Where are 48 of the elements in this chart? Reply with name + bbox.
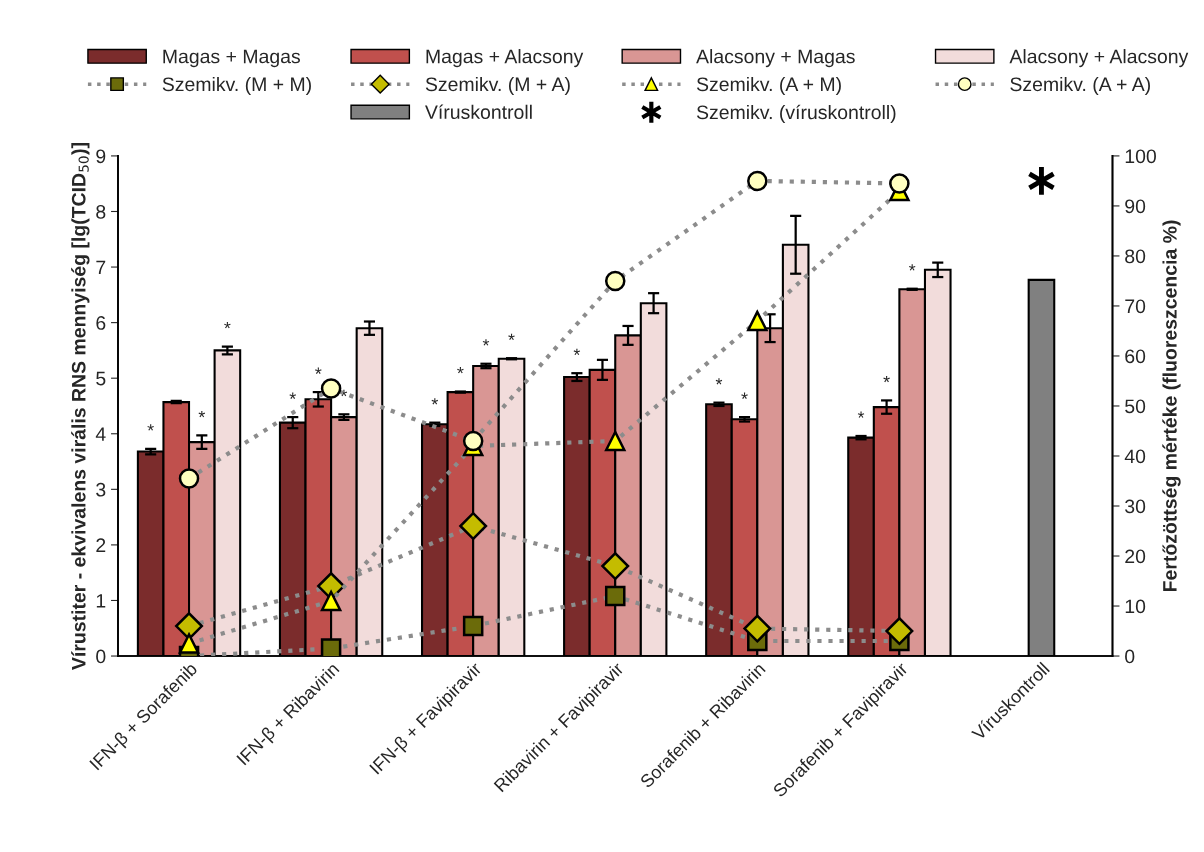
y-tick-label: 9 (96, 149, 106, 164)
data-label: * (883, 375, 890, 383)
data-label: * (289, 392, 296, 399)
data-label: * (857, 411, 865, 418)
legend-label: Alacsony + Alacsony (1009, 49, 1189, 68)
y-axis-title: Vírustiter - ekvivalens virális RNS mennyiség [lg(TCID$_{50}$)] (71, 143, 90, 670)
data-label: * (573, 348, 581, 356)
y-tick-label: 0 (96, 649, 106, 664)
data-label: * (315, 367, 322, 374)
legend-label: Szemikv. (A + M) (696, 76, 841, 95)
data-label: * (482, 339, 490, 346)
data-label: * (198, 410, 206, 418)
y-tick-label: 5 (96, 371, 106, 386)
data-label: * (715, 378, 723, 385)
legend-label: Magas + Alacsony (426, 49, 584, 68)
y-tick-label: 1 (96, 594, 106, 608)
y2-tick-label: 80 (1125, 249, 1146, 264)
data-label: * (457, 367, 464, 374)
legend-label: Szemikv. (víruskontroll) (696, 104, 896, 124)
y-tick-label: 6 (96, 316, 106, 330)
y-tick-label: 3 (96, 482, 106, 497)
y2-axis-title: Fertőzöttség mértéke (fluoreszcencia %) (1162, 220, 1181, 592)
y2-tick-label: 60 (1125, 349, 1146, 364)
data-label: * (431, 398, 439, 405)
data-label: * (147, 424, 154, 431)
y2-tick-label: 10 (1125, 599, 1146, 614)
data-label: * (741, 392, 748, 399)
data-label: * (908, 264, 916, 271)
legend-label: Víruskontroll (425, 104, 532, 120)
y-tick-label: 8 (96, 204, 106, 219)
legend-label: Alacsony + Magas (696, 49, 855, 68)
y2-tick-label: 100 (1125, 149, 1156, 164)
y-tick-label: 2 (96, 538, 106, 552)
legend-label: Szemikv. (M + A) (425, 76, 570, 95)
y-tick-label: 7 (96, 260, 106, 275)
legend-label: Szemikv. (M + M) (162, 76, 311, 95)
y2-tick-label: 90 (1125, 199, 1146, 214)
y2-tick-label: 20 (1125, 549, 1146, 564)
y2-tick-label: 30 (1125, 499, 1146, 514)
y2-tick-label: 40 (1124, 449, 1146, 464)
data-label: * (508, 333, 515, 341)
legend-label: Magas + Magas (163, 49, 300, 68)
legend-label: Szemikv. (A + A) (1010, 76, 1150, 95)
y2-tick-label: 0 (1125, 649, 1135, 664)
y2-tick-label: 50 (1125, 399, 1146, 414)
y2-tick-label: 70 (1125, 299, 1146, 314)
y-tick-label: 4 (95, 427, 106, 441)
data-label: * (224, 322, 231, 329)
